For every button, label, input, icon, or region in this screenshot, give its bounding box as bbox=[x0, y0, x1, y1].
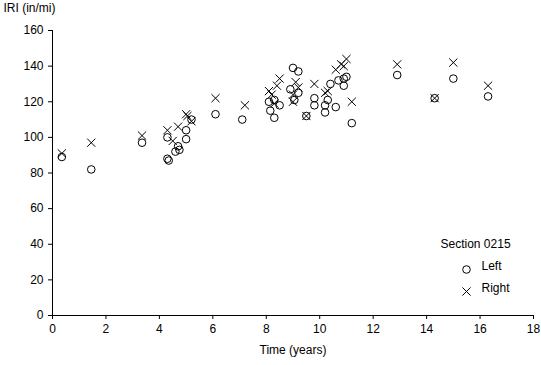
svg-text:120: 120 bbox=[23, 95, 43, 109]
svg-text:14: 14 bbox=[420, 322, 434, 336]
svg-text:100: 100 bbox=[23, 130, 43, 144]
svg-text:IRI (in/mi): IRI (in/mi) bbox=[4, 1, 56, 15]
svg-text:Right: Right bbox=[482, 281, 511, 295]
svg-text:8: 8 bbox=[263, 322, 270, 336]
svg-text:18: 18 bbox=[527, 322, 541, 336]
svg-text:Time (years): Time (years) bbox=[260, 343, 327, 357]
svg-text:160: 160 bbox=[23, 23, 43, 37]
svg-text:0: 0 bbox=[37, 308, 44, 322]
svg-text:80: 80 bbox=[30, 166, 44, 180]
svg-text:6: 6 bbox=[209, 322, 216, 336]
svg-text:2: 2 bbox=[103, 322, 110, 336]
svg-text:Section 0215: Section 0215 bbox=[441, 237, 511, 251]
svg-text:10: 10 bbox=[313, 322, 327, 336]
svg-text:0: 0 bbox=[49, 322, 56, 336]
svg-text:140: 140 bbox=[23, 59, 43, 73]
svg-text:16: 16 bbox=[473, 322, 487, 336]
svg-text:12: 12 bbox=[366, 322, 380, 336]
svg-text:40: 40 bbox=[30, 237, 44, 251]
svg-text:4: 4 bbox=[156, 322, 163, 336]
svg-text:20: 20 bbox=[30, 273, 44, 287]
svg-text:60: 60 bbox=[30, 201, 44, 215]
svg-text:Left: Left bbox=[482, 259, 503, 273]
